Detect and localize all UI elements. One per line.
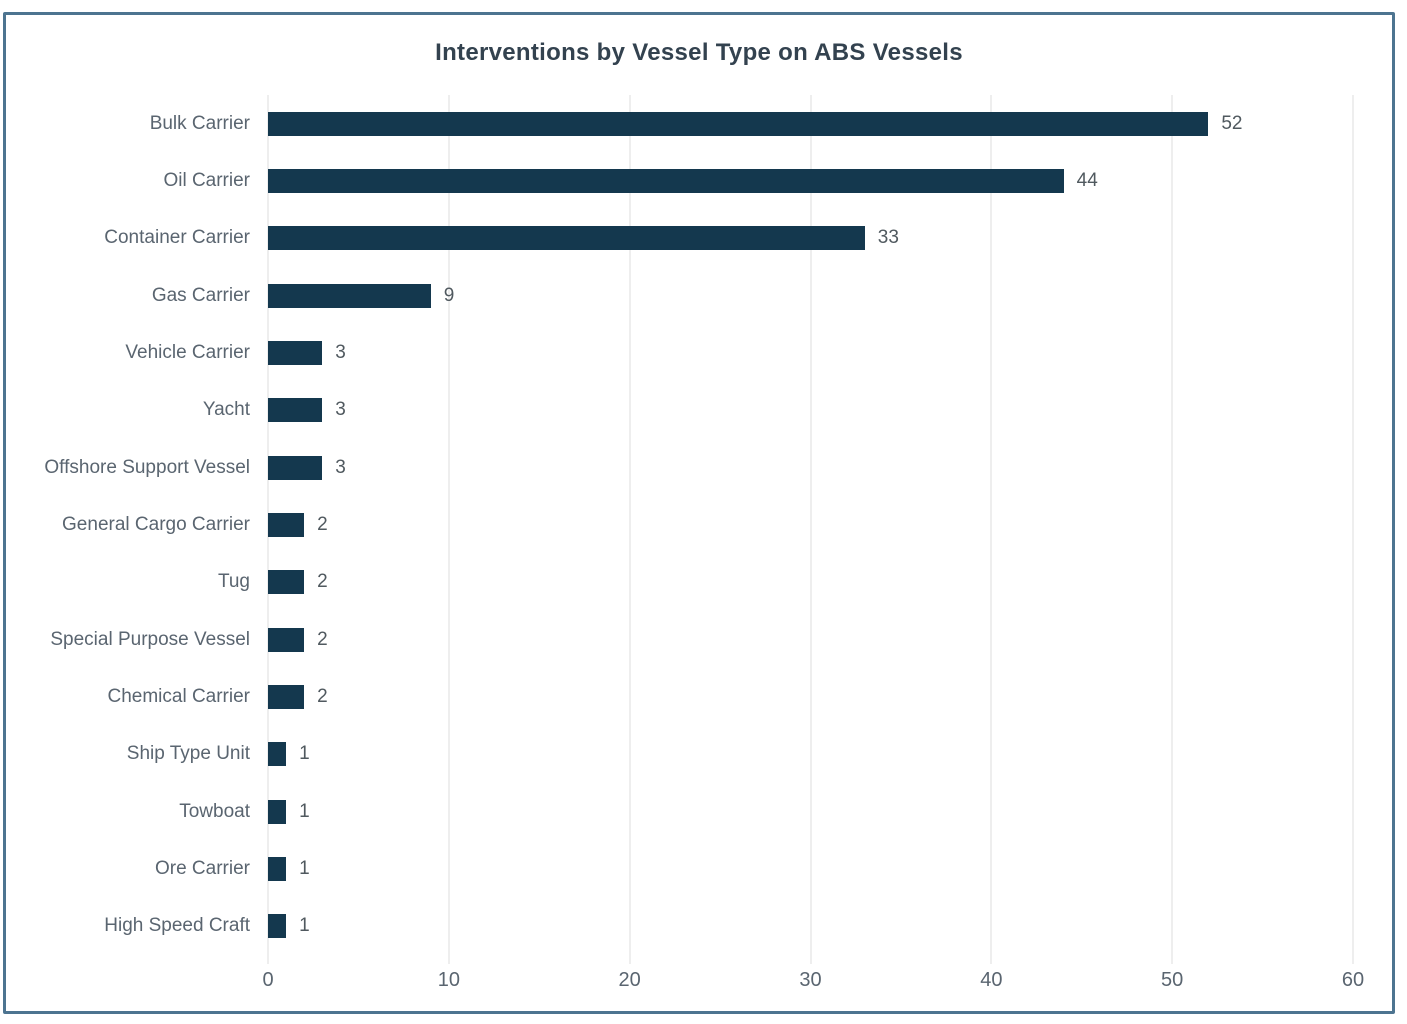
- value-label-high-speed-craft: 1: [299, 915, 310, 937]
- y-axis-category-labels: Bulk Carrier Oil Carrier Container Carrier…: [6, 95, 250, 955]
- x-tick-label-50: 50: [1161, 969, 1184, 991]
- value-label-general-cargo-carrier: 2: [317, 514, 328, 535]
- category-label-offshore-support-vessel: Offshore Support Vessel: [44, 456, 250, 478]
- gridline-x-40: [990, 95, 992, 955]
- category-label-bulk-carrier: Bulk Carrier: [149, 112, 250, 134]
- gridline-x-10: [448, 95, 450, 955]
- bar-special-purpose-vessel: [268, 627, 305, 652]
- x-tick-mark-20: [629, 955, 631, 964]
- bar-container-carrier: [268, 226, 865, 251]
- value-label-tug: 2: [317, 571, 328, 593]
- value-label-ship-type-unit: 1: [299, 743, 310, 765]
- x-tick-label-20: 20: [618, 969, 641, 991]
- bar-vehicle-carrier: [268, 341, 323, 365]
- x-tick-label-10: 10: [437, 969, 460, 991]
- chart-title: Interventions by Vessel Type on ABS Vess…: [435, 39, 963, 66]
- x-tick-label-40: 40: [980, 969, 1003, 991]
- bar-ore-carrier: [268, 857, 287, 881]
- value-label-gas-carrier: 9: [443, 284, 455, 306]
- value-label-ore-carrier: 1: [299, 858, 310, 879]
- value-label-oil-carrier: 44: [1076, 170, 1098, 191]
- x-tick-mark-40: [990, 955, 992, 964]
- bar-general-cargo-carrier: [268, 513, 305, 537]
- category-label-ore-carrier: Ore Carrier: [154, 858, 250, 879]
- x-tick-label-30: 30: [799, 969, 822, 991]
- bar-yacht: [268, 398, 323, 423]
- category-label-container-carrier: Container Carrier: [104, 227, 250, 249]
- bar-tug: [268, 570, 305, 595]
- category-label-high-speed-craft: High Speed Craft: [104, 915, 250, 937]
- bar-oil-carrier: [268, 169, 1064, 193]
- x-tick-mark-10: [448, 955, 450, 964]
- value-label-chemical-carrier: 2: [317, 686, 328, 707]
- category-label-yacht: Yacht: [202, 399, 250, 421]
- x-tick-label-60: 60: [1341, 969, 1365, 991]
- x-tick-label-0: 0: [262, 969, 274, 991]
- x-tick-mark-30: [810, 955, 811, 964]
- bar-chemical-carrier: [268, 685, 305, 709]
- value-label-container-carrier: 33: [877, 227, 899, 249]
- bar-towboat: [268, 799, 287, 824]
- bar-bulk-carrier: [268, 111, 1209, 136]
- value-label-vehicle-carrier: 3: [335, 342, 346, 363]
- category-label-gas-carrier: Gas Carrier: [151, 284, 250, 306]
- value-label-special-purpose-vessel: 2: [317, 628, 328, 650]
- bar-offshore-support-vessel: [268, 455, 323, 480]
- value-label-yacht: 3: [335, 399, 346, 421]
- gridline-x-60: [1352, 95, 1354, 955]
- category-label-towboat: Towboat: [179, 800, 250, 822]
- category-label-tug: Tug: [217, 571, 250, 593]
- chart-frame: Interventions by Vessel Type on ABS Vess…: [3, 12, 1395, 1014]
- x-tick-mark-60: [1352, 955, 1354, 964]
- value-label-offshore-support-vessel: 3: [335, 456, 346, 478]
- gridline-x-50: [1171, 95, 1173, 955]
- x-tick-mark-0: [267, 955, 269, 964]
- category-label-ship-type-unit: Ship Type Unit: [126, 743, 250, 765]
- bar-gas-carrier: [268, 283, 431, 308]
- plot-area: 52 44 33 9 3 3 3 2 2 2 2 1 1 1 1: [267, 95, 1354, 964]
- gridline-x-20: [629, 95, 631, 955]
- bar-ship-type-unit: [268, 742, 287, 767]
- x-axis: 0 10 20 30 40 50 60: [262, 955, 1364, 995]
- category-label-oil-carrier: Oil Carrier: [163, 170, 250, 191]
- bar-high-speed-craft: [268, 914, 287, 939]
- category-label-general-cargo-carrier: General Cargo Carrier: [62, 514, 250, 535]
- value-label-towboat: 1: [299, 800, 310, 822]
- value-label-bulk-carrier: 52: [1221, 112, 1243, 134]
- category-label-chemical-carrier: Chemical Carrier: [107, 686, 250, 707]
- x-tick-mark-50: [1171, 955, 1173, 964]
- gridline-x-30: [810, 95, 811, 955]
- category-label-vehicle-carrier: Vehicle Carrier: [125, 342, 250, 363]
- category-label-special-purpose-vessel: Special Purpose Vessel: [50, 628, 250, 650]
